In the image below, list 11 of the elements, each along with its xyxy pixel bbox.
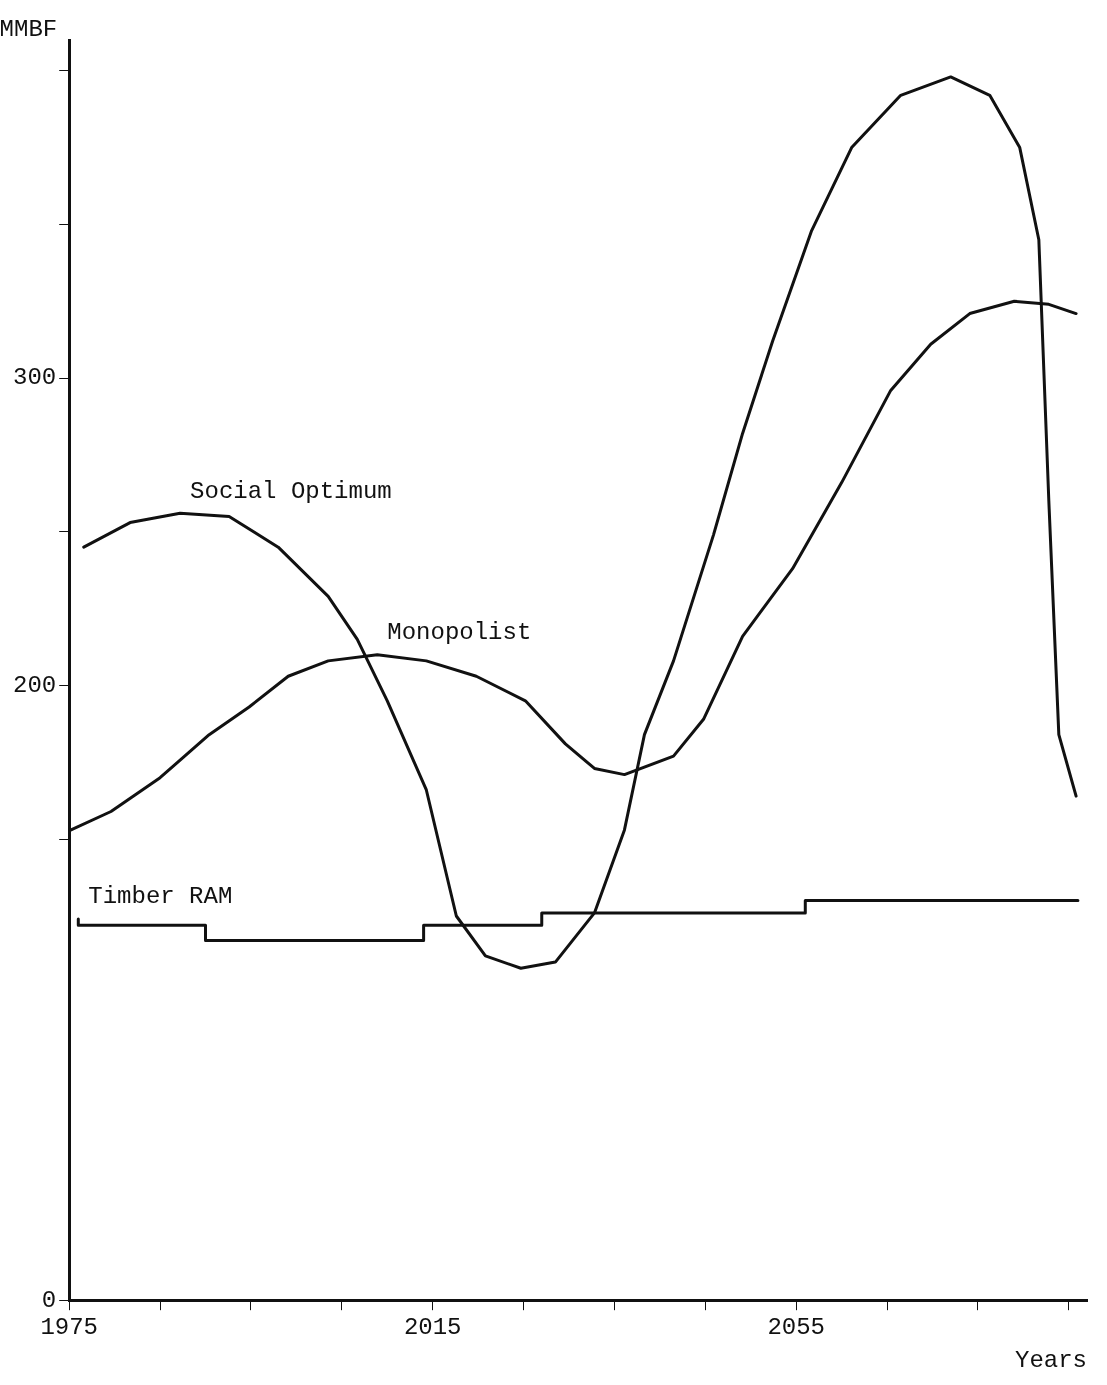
x-axis-title: Years (1014, 1346, 1087, 1374)
series-label: Social Optimum (190, 477, 392, 505)
y-tick-label: 300 (12, 364, 57, 392)
series-label: Monopolist (387, 619, 532, 647)
x-tick-label: 2015 (403, 1313, 462, 1341)
y-tick-label: 200 (12, 671, 57, 699)
y-axis-title: MMBF (0, 16, 58, 44)
x-tick-label: 1975 (40, 1313, 99, 1341)
series-label: Timber RAM (88, 883, 233, 911)
y-tick-label: 0 (41, 1286, 57, 1314)
x-tick-label: 2055 (767, 1313, 826, 1341)
